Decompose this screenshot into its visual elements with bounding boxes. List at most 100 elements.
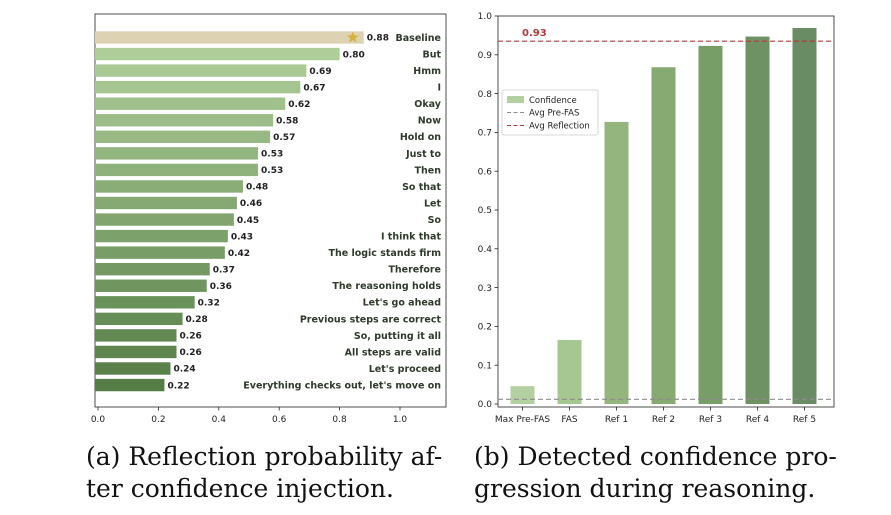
category-label-14: Therefore <box>388 265 441 276</box>
caption-b-line1: (b) Detected confidence pro- <box>474 442 837 471</box>
category-label-1: But <box>422 49 441 60</box>
value-label-3: 0.67 <box>303 83 325 93</box>
bar-17 <box>95 312 183 326</box>
value-label-11: 0.45 <box>237 216 259 226</box>
value-label-13: 0.42 <box>228 249 250 259</box>
bar-3 <box>651 67 676 404</box>
category-label-5: Now <box>418 116 441 127</box>
x-tick-label-4: Ref 3 <box>699 415 722 425</box>
x-tick-label-3: Ref 2 <box>652 415 675 425</box>
bar-11 <box>95 213 234 226</box>
figure-charts: 0.88 Baseline 0.80 But 0.69 Hmm 0.67 I 0.62 Okay 0… <box>91 12 835 425</box>
bar-5 <box>745 36 770 405</box>
value-label-10: 0.46 <box>240 199 262 209</box>
caption-b-line2: gression during reasoning. <box>474 474 816 503</box>
value-label-5: 0.58 <box>276 116 298 126</box>
legend-label-0: Confidence <box>529 96 577 106</box>
bar-7 <box>95 147 259 160</box>
value-label-6: 0.57 <box>273 133 295 143</box>
y-tick-label-9: 0.9 <box>478 51 493 61</box>
hline-label-1: 0.93 <box>522 28 547 39</box>
bar-0 <box>510 386 535 404</box>
value-label-19: 0.26 <box>180 348 202 358</box>
bar-5 <box>95 114 274 127</box>
x-tick-label-0: 0.0 <box>91 415 106 425</box>
value-label-9: 0.48 <box>246 183 268 193</box>
legend-label-2: Avg Reflection <box>529 122 590 132</box>
x-tick-label-6: Ref 5 <box>793 415 816 425</box>
bar-0 <box>95 31 364 44</box>
bar-4 <box>698 45 723 404</box>
value-label-2: 0.69 <box>309 67 331 77</box>
bar-12 <box>95 229 228 243</box>
y-tick-label-4: 0.4 <box>478 245 493 255</box>
legend-patch-confidence <box>507 96 524 103</box>
x-tick-label-2: Ref 1 <box>605 415 628 425</box>
category-label-13: The logic stands firm <box>328 248 441 259</box>
x-tick-label-3: 0.6 <box>272 415 287 425</box>
category-label-12: I think that <box>381 232 442 243</box>
bar-2 <box>604 121 629 404</box>
value-label-8: 0.53 <box>261 166 283 176</box>
value-label-16: 0.32 <box>198 299 220 309</box>
value-label-15: 0.36 <box>210 282 232 292</box>
value-label-1: 0.80 <box>343 50 365 60</box>
category-label-18: So, putting it all <box>354 331 441 342</box>
x-tick-label-5: 1.0 <box>393 415 408 425</box>
y-tick-label-8: 0.8 <box>478 90 493 100</box>
category-label-10: Let <box>424 198 441 209</box>
y-tick-label-2: 0.2 <box>478 323 492 333</box>
value-label-21: 0.22 <box>167 381 189 391</box>
bar-9 <box>95 180 243 193</box>
caption-a-line1: (a) Reflection probability af- <box>86 442 443 471</box>
y-tick-label-7: 0.7 <box>478 129 492 139</box>
category-label-17: Previous steps are correct <box>300 314 442 325</box>
bar-14 <box>95 263 210 276</box>
category-label-19: All steps are valid <box>345 347 441 358</box>
value-label-18: 0.26 <box>180 332 202 342</box>
category-label-15: The reasoning holds <box>332 281 441 292</box>
bar-3 <box>95 80 301 94</box>
legend-label-1: Avg Pre-FAS <box>529 109 579 119</box>
value-label-14: 0.37 <box>213 265 235 275</box>
bar-1 <box>557 339 582 404</box>
y-tick-label-6: 0.6 <box>478 167 493 177</box>
x-tick-label-1: FAS <box>561 415 578 425</box>
bar-6 <box>95 130 271 143</box>
category-label-21: Everything checks out, let's move on <box>243 380 441 391</box>
category-label-11: So <box>428 215 442 226</box>
chart-b-confidence-progression: 0.0 0.1 0.2 0.3 0.4 0.5 0.6 0.7 0.8 0.9 1.0 Max Pre… <box>478 12 834 425</box>
y-tick-label-0: 0.0 <box>478 400 493 410</box>
x-tick-label-4: 0.8 <box>332 415 347 425</box>
category-label-8: Then <box>415 165 442 176</box>
x-tick-label-1: 0.2 <box>151 415 165 425</box>
bar-1 <box>95 47 340 61</box>
category-label-16: Let's go ahead <box>363 298 441 309</box>
chart-a-reflection-probability: 0.88 Baseline 0.80 But 0.69 Hmm 0.67 I 0.62 Okay 0… <box>91 31 442 425</box>
x-tick-label-2: 0.4 <box>212 415 227 425</box>
category-label-7: Just to <box>405 149 441 160</box>
category-label-6: Hold on <box>400 132 441 143</box>
bar-6 <box>792 28 817 404</box>
bar-21 <box>95 378 165 392</box>
value-label-20: 0.24 <box>173 365 195 375</box>
category-label-4: Okay <box>414 99 442 110</box>
category-label-20: Let's proceed <box>369 364 441 375</box>
value-label-4: 0.62 <box>288 100 310 110</box>
bar-15 <box>95 279 207 292</box>
category-label-2: Hmm <box>413 66 441 77</box>
baseline-star-icon <box>346 31 359 43</box>
y-tick-label-1: 0.1 <box>478 361 492 371</box>
legend-box <box>501 89 599 136</box>
chart-b-frame <box>497 15 835 408</box>
caption-a: (a) Reflection probability af- ter confi… <box>86 441 442 505</box>
value-label-12: 0.43 <box>231 232 253 242</box>
category-label-0: Baseline <box>396 33 441 44</box>
y-tick-label-5: 0.5 <box>478 206 492 216</box>
x-tick-label-5: Ref 4 <box>746 415 769 425</box>
value-label-7: 0.53 <box>261 150 283 160</box>
bar-10 <box>95 196 237 210</box>
bar-19 <box>95 345 177 359</box>
y-tick-label-10: 1.0 <box>478 12 493 22</box>
category-label-3: I <box>437 83 441 94</box>
